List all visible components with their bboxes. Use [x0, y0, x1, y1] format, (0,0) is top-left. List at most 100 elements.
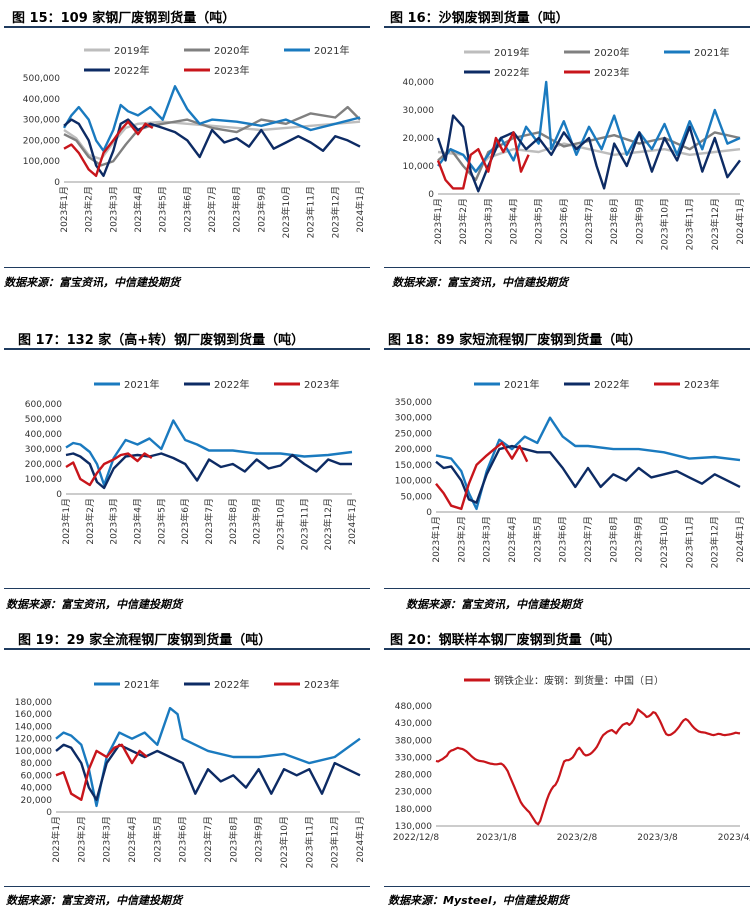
- x-tick-label: 2023年5月: [533, 198, 545, 245]
- legend-label: 2021年: [694, 46, 729, 59]
- x-tick-label: 2023年3月: [107, 186, 119, 233]
- series-line-y2022: [65, 452, 352, 490]
- title-rule: [4, 648, 370, 650]
- legend-label: 2019年: [114, 44, 149, 57]
- x-tick-label: 2024年1月: [734, 198, 746, 245]
- legend-label: 2023年: [304, 378, 339, 391]
- y-tick-label: 480,000: [395, 702, 432, 712]
- legend-label: 2019年: [494, 46, 529, 59]
- source-note: 数据来源：Mysteel，中信建投期货: [388, 894, 569, 907]
- x-tick-label: 2023年10月: [278, 816, 290, 868]
- x-tick-label: 2023年12月: [709, 516, 721, 568]
- y-tick-label: 30,000: [403, 106, 435, 116]
- legend-label: 2020年: [594, 46, 629, 59]
- y-tick-label: 10,000: [403, 162, 435, 172]
- y-tick-label: 230,000: [395, 788, 432, 798]
- y-tick-label: 160,000: [15, 710, 52, 720]
- x-tick-label: 2023年6月: [177, 816, 189, 863]
- x-tick-label: 2023年2月: [75, 816, 87, 863]
- legend-label: 2021年: [314, 44, 349, 57]
- x-tick-label: 2024年1月: [346, 498, 358, 545]
- panel-19: 图 19：29 家全流程钢厂废钢到货量（吨） 0 20,000 40,000 60,0…: [4, 626, 370, 914]
- y-tick-label: 100,000: [23, 157, 60, 167]
- chart-p16: 0 10,000 20,000 30,000 40,000 2023年1月 2023年2月 2…: [403, 46, 747, 250]
- panel-title: 图 15：109 家钢厂废钢到货量（吨）: [12, 11, 236, 26]
- x-tick-label: 2023年3月: [482, 198, 494, 245]
- legend-label: 钢铁企业：废钢：到货量：中国（日）: [494, 674, 664, 687]
- x-tick-label: 2023年11月: [305, 186, 317, 238]
- title-rule: [384, 648, 750, 650]
- series-line-y2023: [436, 131, 530, 190]
- x-tick-label: 2023年4月: [132, 498, 144, 545]
- source-rule: [4, 886, 370, 887]
- y-tick-label: 0: [428, 190, 434, 200]
- legend-label: 2022年: [114, 64, 149, 77]
- panel-title: 图 16：沙钢废钢到货量（吨）: [390, 11, 569, 26]
- panel-title: 图 18：89 家短流程钢厂废钢到货量（吨）: [388, 333, 642, 348]
- legend-label: 2020年: [214, 44, 249, 57]
- x-tick-label: 2023年5月: [151, 816, 163, 863]
- y-tick-label: 250,000: [395, 429, 432, 439]
- x-tick-label: 2023年3月: [481, 516, 493, 563]
- series-line-y2022: [63, 118, 361, 178]
- series-line-y2022: [55, 743, 361, 802]
- x-tick-label: 2023年10月: [659, 198, 671, 250]
- x-tick-label: 2024年1月: [354, 816, 366, 863]
- y-tick-label: 120,000: [15, 735, 52, 745]
- series-line-y2021: [65, 419, 353, 487]
- x-tick-label: 2023年12月: [329, 816, 341, 868]
- legend-label: 2021年: [124, 678, 159, 691]
- x-tick-label: 2023年9月: [633, 516, 645, 563]
- source-note: 数据来源：富宝资讯，中信建投期货: [6, 894, 182, 907]
- x-tick-label: 2023年4月: [132, 186, 144, 233]
- y-tick-label: 130,000: [395, 822, 432, 832]
- y-tick-label: 300,000: [25, 445, 62, 455]
- x-tick-label: 2023年7月: [583, 198, 595, 245]
- y-tick-label: 50,000: [401, 492, 433, 502]
- source-note: 数据来源：富宝资讯，中信建投期货: [392, 276, 568, 289]
- panel-20: 图 20：钢联样本钢厂废钢到货量（吨） 130,000 180,000 230,00…: [384, 626, 750, 914]
- x-tick-label: 2023年4月: [126, 816, 138, 863]
- y-tick-label: 20,000: [403, 134, 435, 144]
- x-tick-label: 2023年2月: [84, 498, 96, 545]
- x-tick-label: 2023年6月: [558, 198, 570, 245]
- x-tick-label: 2023年2月: [455, 516, 467, 563]
- x-tick-label: 2023/1/8: [476, 833, 517, 843]
- x-tick-label: 2023年9月: [633, 198, 645, 245]
- y-tick-label: 300,000: [395, 414, 432, 424]
- x-tick-label: 2023年4月: [506, 516, 518, 563]
- x-tick-label: 2023年5月: [155, 498, 167, 545]
- x-tick-label: 2023年2月: [83, 186, 95, 233]
- panel-18: 图 18：89 家短流程钢厂废钢到货量（吨） 0 50,000 100,000 150…: [384, 326, 750, 616]
- x-tick-label: 2023年6月: [181, 186, 193, 233]
- y-tick-label: 400,000: [23, 95, 60, 105]
- series-line-y2023: [63, 120, 154, 178]
- source-note: 数据来源：富宝资讯，中信建投期货: [4, 276, 180, 289]
- title-rule: [384, 26, 750, 28]
- chart-p19: 0 20,000 40,000 60,000 80,000 100,000 120,000 1…: [15, 678, 366, 868]
- x-tick-label: 2023年3月: [101, 816, 113, 863]
- x-tick-label: 2023年6月: [557, 516, 569, 563]
- y-tick-label: 20,000: [21, 796, 53, 806]
- series-line-y2020: [63, 105, 361, 167]
- x-tick-label: 2023年10月: [275, 498, 287, 550]
- y-tick-label: 100,000: [15, 747, 52, 757]
- x-tick-label: 2023年2月: [457, 198, 469, 245]
- source-rule: [4, 588, 370, 589]
- legend-label: 2022年: [494, 66, 529, 79]
- x-tick-label: 2023年10月: [280, 186, 292, 238]
- x-tick-label: 2023年1月: [50, 816, 62, 863]
- x-tick-label: 2023年12月: [329, 186, 341, 238]
- x-tick-label: 2023/3/8: [637, 833, 678, 843]
- x-tick-label: 2023年7月: [206, 186, 218, 233]
- source-note: 数据来源：富宝资讯，中信建投期货: [6, 598, 182, 611]
- x-tick-label: 2023年8月: [231, 186, 243, 233]
- y-tick-label: 330,000: [395, 753, 432, 763]
- series-line-y2022: [436, 114, 741, 193]
- y-tick-label: 100,000: [25, 475, 62, 485]
- chart-p17: 0 100,000 200,000 300,000 400,000 500,000 600,…: [25, 378, 358, 550]
- legend-label: 2023年: [684, 378, 719, 391]
- y-tick-label: 140,000: [15, 722, 52, 732]
- y-tick-label: 200,000: [23, 136, 60, 146]
- x-tick-label: 2023年8月: [608, 198, 620, 245]
